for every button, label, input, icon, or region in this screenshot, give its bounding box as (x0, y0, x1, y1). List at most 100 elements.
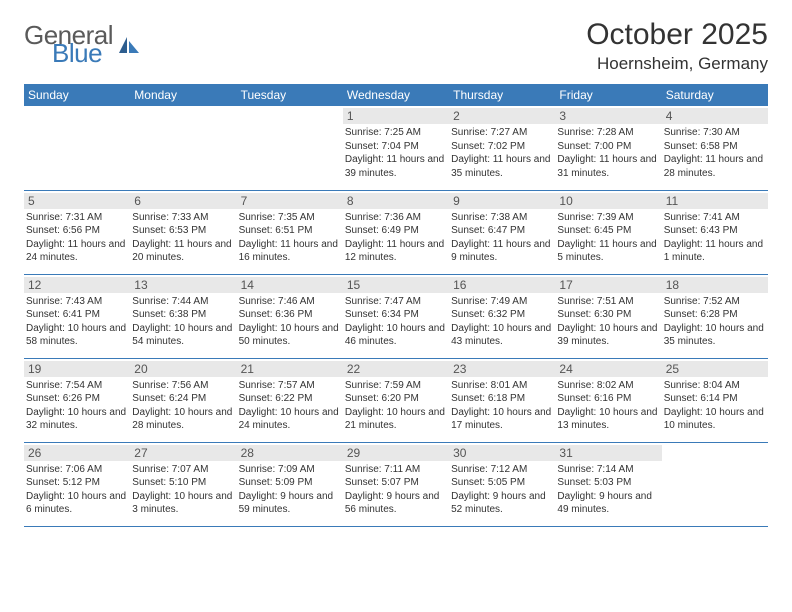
day-info: Sunrise: 7:54 AMSunset: 6:26 PMDaylight:… (26, 379, 126, 433)
day-info: Sunrise: 7:39 AMSunset: 6:45 PMDaylight:… (557, 211, 657, 265)
day-info: Sunrise: 7:43 AMSunset: 6:41 PMDaylight:… (26, 295, 126, 349)
day-info: Sunrise: 7:07 AMSunset: 5:10 PMDaylight:… (132, 463, 232, 517)
day-cell: 15 Sunrise: 7:47 AMSunset: 6:34 PMDayligh… (343, 274, 449, 358)
title-block: October 2025 Hoernsheim, Germany (586, 18, 768, 74)
day-cell: 22 Sunrise: 7:59 AMSunset: 6:20 PMDayligh… (343, 358, 449, 442)
location: Hoernsheim, Germany (586, 54, 768, 74)
day-cell: 18 Sunrise: 7:52 AMSunset: 6:28 PMDayligh… (662, 274, 768, 358)
day-number: 27 (130, 445, 236, 461)
day-header-wednesday: Wednesday (343, 84, 449, 106)
day-info: Sunrise: 8:04 AMSunset: 6:14 PMDaylight:… (664, 379, 764, 433)
header: General Blue October 2025 Hoernsheim, Ge… (24, 18, 768, 74)
day-cell: 12 Sunrise: 7:43 AMSunset: 6:41 PMDayligh… (24, 274, 130, 358)
day-number: 3 (555, 108, 661, 124)
day-number: 17 (555, 277, 661, 293)
day-number: 23 (449, 361, 555, 377)
day-cell: 10 Sunrise: 7:39 AMSunset: 6:45 PMDayligh… (555, 190, 661, 274)
day-header-saturday: Saturday (662, 84, 768, 106)
calendar-table: SundayMondayTuesdayWednesdayThursdayFrid… (24, 84, 768, 526)
day-info: Sunrise: 7:09 AMSunset: 5:09 PMDaylight:… (239, 463, 339, 517)
day-number: 8 (343, 193, 449, 209)
day-cell: 2 Sunrise: 7:27 AMSunset: 7:02 PMDaylight… (449, 106, 555, 190)
day-info: Sunrise: 7:33 AMSunset: 6:53 PMDaylight:… (132, 211, 232, 265)
week-row: 1Sunrise: 7:25 AMSunset: 7:04 PMDaylight… (24, 106, 768, 190)
day-cell: 25Sunrise: 8:04 AMSunset: 6:14 PMDayligh… (662, 358, 768, 442)
logo-text-blue: Blue (52, 42, 113, 64)
empty-cell (237, 106, 343, 190)
day-number: 4 (662, 108, 768, 124)
week-row: 5 Sunrise: 7:31 AMSunset: 6:56 PMDaylight… (24, 190, 768, 274)
day-info: Sunrise: 7:57 AMSunset: 6:22 PMDaylight:… (239, 379, 339, 433)
day-cell: 29 Sunrise: 7:11 AMSunset: 5:07 PMDayligh… (343, 442, 449, 526)
day-number: 19 (24, 361, 130, 377)
day-info: Sunrise: 7:52 AMSunset: 6:28 PMDaylight:… (664, 295, 764, 349)
day-cell: 30Sunrise: 7:12 AMSunset: 5:05 PMDayligh… (449, 442, 555, 526)
day-info: Sunrise: 7:14 AMSunset: 5:03 PMDaylight:… (557, 463, 657, 517)
day-number: 13 (130, 277, 236, 293)
day-cell: 7Sunrise: 7:35 AMSunset: 6:51 PMDaylight… (237, 190, 343, 274)
calendar-body: 1Sunrise: 7:25 AMSunset: 7:04 PMDaylight… (24, 106, 768, 526)
day-number: 31 (555, 445, 661, 461)
day-cell: 23 Sunrise: 8:01 AMSunset: 6:18 PMDayligh… (449, 358, 555, 442)
day-info: Sunrise: 8:01 AMSunset: 6:18 PMDaylight:… (451, 379, 551, 433)
day-number: 18 (662, 277, 768, 293)
day-number: 2 (449, 108, 555, 124)
day-cell: 31 Sunrise: 7:14 AMSunset: 5:03 PMDayligh… (555, 442, 661, 526)
day-number: 10 (555, 193, 661, 209)
day-number: 26 (24, 445, 130, 461)
day-number: 15 (343, 277, 449, 293)
month-title: October 2025 (586, 18, 768, 52)
day-number: 6 (130, 193, 236, 209)
day-info: Sunrise: 7:49 AMSunset: 6:32 PMDaylight:… (451, 295, 551, 349)
day-header-row: SundayMondayTuesdayWednesdayThursdayFrid… (24, 84, 768, 106)
logo: General Blue (24, 24, 141, 64)
day-cell: 3Sunrise: 7:28 AMSunset: 7:00 PMDaylight… (555, 106, 661, 190)
day-info: Sunrise: 7:06 AMSunset: 5:12 PMDaylight:… (26, 463, 126, 517)
day-number: 14 (237, 277, 343, 293)
day-cell: 28 Sunrise: 7:09 AMSunset: 5:09 PMDayligh… (237, 442, 343, 526)
day-info: Sunrise: 7:31 AMSunset: 6:56 PMDaylight:… (26, 211, 126, 265)
day-number: 5 (24, 193, 130, 209)
day-cell: 17 Sunrise: 7:51 AMSunset: 6:30 PMDayligh… (555, 274, 661, 358)
day-number: 12 (24, 277, 130, 293)
day-header-sunday: Sunday (24, 84, 130, 106)
empty-cell (24, 106, 130, 190)
day-number: 11 (662, 193, 768, 209)
day-cell: 5 Sunrise: 7:31 AMSunset: 6:56 PMDaylight… (24, 190, 130, 274)
day-info: Sunrise: 7:46 AMSunset: 6:36 PMDaylight:… (239, 295, 339, 349)
day-info: Sunrise: 7:35 AMSunset: 6:51 PMDaylight:… (239, 211, 339, 265)
day-info: Sunrise: 7:27 AMSunset: 7:02 PMDaylight:… (451, 126, 551, 180)
day-cell: 4 Sunrise: 7:30 AMSunset: 6:58 PMDaylight… (662, 106, 768, 190)
day-cell: 19 Sunrise: 7:54 AMSunset: 6:26 PMDayligh… (24, 358, 130, 442)
day-info: Sunrise: 7:41 AMSunset: 6:43 PMDaylight:… (664, 211, 764, 265)
sail-icon (117, 35, 141, 55)
day-info: Sunrise: 7:47 AMSunset: 6:34 PMDaylight:… (345, 295, 445, 349)
day-cell: 24 Sunrise: 8:02 AMSunset: 6:16 PMDayligh… (555, 358, 661, 442)
day-header-tuesday: Tuesday (237, 84, 343, 106)
week-row: 12 Sunrise: 7:43 AMSunset: 6:41 PMDayligh… (24, 274, 768, 358)
day-info: Sunrise: 7:11 AMSunset: 5:07 PMDaylight:… (345, 463, 445, 517)
day-header-friday: Friday (555, 84, 661, 106)
day-number: 1 (343, 108, 449, 124)
day-cell: 11 Sunrise: 7:41 AMSunset: 6:43 PMDayligh… (662, 190, 768, 274)
day-info: Sunrise: 7:56 AMSunset: 6:24 PMDaylight:… (132, 379, 232, 433)
day-number: 29 (343, 445, 449, 461)
day-number: 24 (555, 361, 661, 377)
day-info: Sunrise: 7:30 AMSunset: 6:58 PMDaylight:… (664, 126, 764, 180)
day-info: Sunrise: 7:51 AMSunset: 6:30 PMDaylight:… (557, 295, 657, 349)
day-info: Sunrise: 7:59 AMSunset: 6:20 PMDaylight:… (345, 379, 445, 433)
day-cell: 21Sunrise: 7:57 AMSunset: 6:22 PMDayligh… (237, 358, 343, 442)
day-cell: 9Sunrise: 7:38 AMSunset: 6:47 PMDaylight… (449, 190, 555, 274)
day-cell: 8Sunrise: 7:36 AMSunset: 6:49 PMDaylight… (343, 190, 449, 274)
empty-cell (130, 106, 236, 190)
week-row: 26 Sunrise: 7:06 AMSunset: 5:12 PMDayligh… (24, 442, 768, 526)
day-info: Sunrise: 7:44 AMSunset: 6:38 PMDaylight:… (132, 295, 232, 349)
day-number: 22 (343, 361, 449, 377)
day-number: 30 (449, 445, 555, 461)
day-number: 28 (237, 445, 343, 461)
day-cell: 14 Sunrise: 7:46 AMSunset: 6:36 PMDayligh… (237, 274, 343, 358)
day-cell: 16Sunrise: 7:49 AMSunset: 6:32 PMDayligh… (449, 274, 555, 358)
day-info: Sunrise: 8:02 AMSunset: 6:16 PMDaylight:… (557, 379, 657, 433)
day-cell: 26 Sunrise: 7:06 AMSunset: 5:12 PMDayligh… (24, 442, 130, 526)
day-number: 20 (130, 361, 236, 377)
